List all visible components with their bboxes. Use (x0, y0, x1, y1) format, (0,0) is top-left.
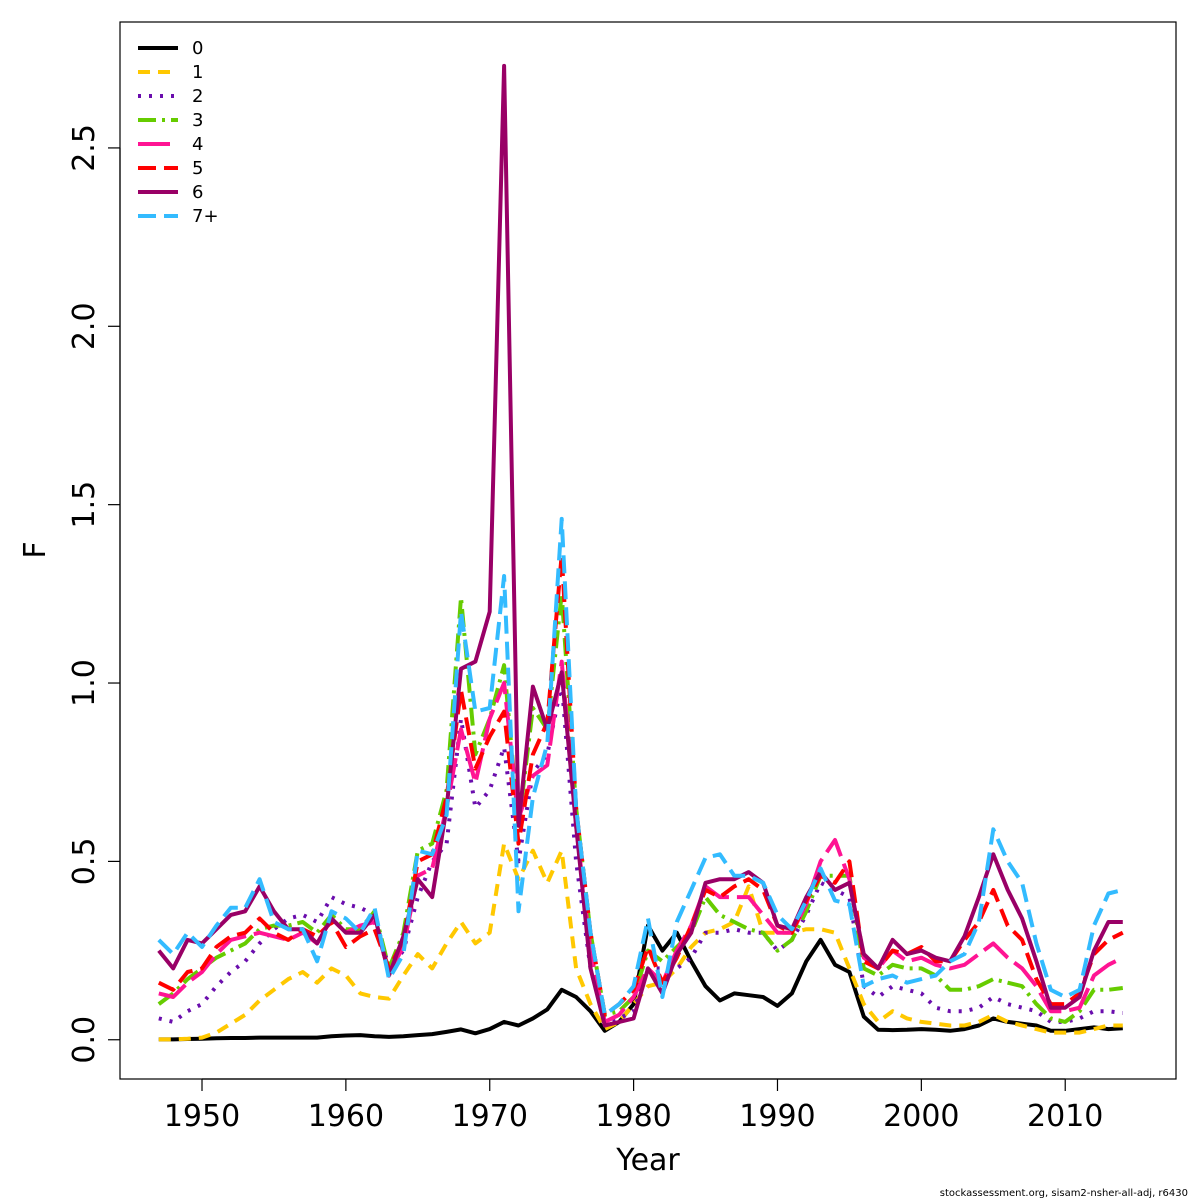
legend-label: 4 (192, 134, 203, 155)
series-line-5 (157, 552, 1124, 1017)
legend-label: 3 (192, 110, 203, 131)
legend-label: 6 (192, 182, 203, 203)
x-tick-label: 1990 (739, 1099, 815, 1134)
legend-label: 2 (192, 86, 203, 107)
series-line-4 (158, 659, 1124, 1024)
x-tick-label: 2010 (1027, 1099, 1103, 1134)
y-tick-label: 1.5 (67, 481, 102, 529)
legend-label: 0 (192, 38, 203, 59)
x-tick-label: 1980 (595, 1099, 671, 1134)
x-axis: 1950 1960 1970 1980 1990 2000 2010 (164, 1078, 1103, 1134)
y-tick-label: 0.5 (67, 838, 102, 886)
series-layer (157, 63, 1124, 1042)
x-tick-label: 1960 (308, 1099, 384, 1134)
x-tick-label: 1950 (164, 1099, 240, 1134)
y-tick-label: 1.0 (67, 659, 102, 707)
footer-credit: stockassessment.org, sisam2-nsher-all-ad… (940, 1188, 1188, 1199)
series-line-6 (157, 63, 1123, 1028)
y-axis-title: F (18, 541, 53, 558)
legend-label: 1 (192, 62, 203, 83)
x-tick-label: 2000 (883, 1099, 959, 1134)
y-tick-label: 2.0 (67, 302, 102, 350)
legend: 0 1 2 3 4 5 6 7+ (138, 38, 219, 227)
legend-label: 5 (192, 158, 203, 179)
y-tick-label: 0.0 (67, 1016, 102, 1064)
y-tick-label: 2.5 (67, 124, 102, 172)
series-line-7plus (157, 516, 1124, 1017)
x-tick-label: 1970 (452, 1099, 528, 1134)
y-axis: 0.0 0.5 1.0 1.5 2.0 2.5 (67, 124, 121, 1064)
x-axis-title: Year (615, 1143, 680, 1178)
legend-label: 7+ (192, 206, 219, 227)
series-line-3 (157, 591, 1124, 1024)
